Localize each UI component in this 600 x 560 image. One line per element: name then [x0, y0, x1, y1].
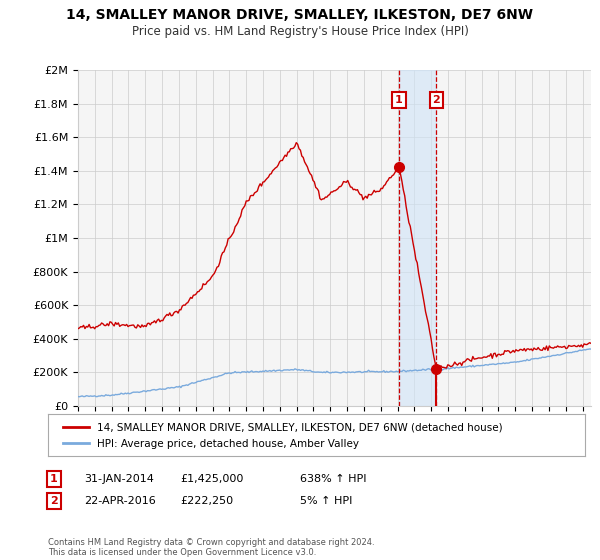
Text: 5% ↑ HPI: 5% ↑ HPI: [300, 496, 352, 506]
Text: 1: 1: [50, 474, 58, 484]
Text: £222,250: £222,250: [180, 496, 233, 506]
Bar: [399, 70, 436, 406]
Text: 22-APR-2016: 22-APR-2016: [84, 496, 156, 506]
Text: 14, SMALLEY MANOR DRIVE, SMALLEY, ILKESTON, DE7 6NW: 14, SMALLEY MANOR DRIVE, SMALLEY, ILKEST…: [67, 8, 533, 22]
Text: Price paid vs. HM Land Registry's House Price Index (HPI): Price paid vs. HM Land Registry's House …: [131, 25, 469, 38]
Text: Contains HM Land Registry data © Crown copyright and database right 2024.
This d: Contains HM Land Registry data © Crown c…: [48, 538, 374, 557]
Legend: 14, SMALLEY MANOR DRIVE, SMALLEY, ILKESTON, DE7 6NW (detached house), HPI: Avera: 14, SMALLEY MANOR DRIVE, SMALLEY, ILKEST…: [59, 418, 507, 452]
Text: £1,425,000: £1,425,000: [180, 474, 244, 484]
Text: 31-JAN-2014: 31-JAN-2014: [84, 474, 154, 484]
Text: 1: 1: [395, 95, 403, 105]
Text: 2: 2: [433, 95, 440, 105]
Text: 638% ↑ HPI: 638% ↑ HPI: [300, 474, 367, 484]
Text: 2: 2: [50, 496, 58, 506]
